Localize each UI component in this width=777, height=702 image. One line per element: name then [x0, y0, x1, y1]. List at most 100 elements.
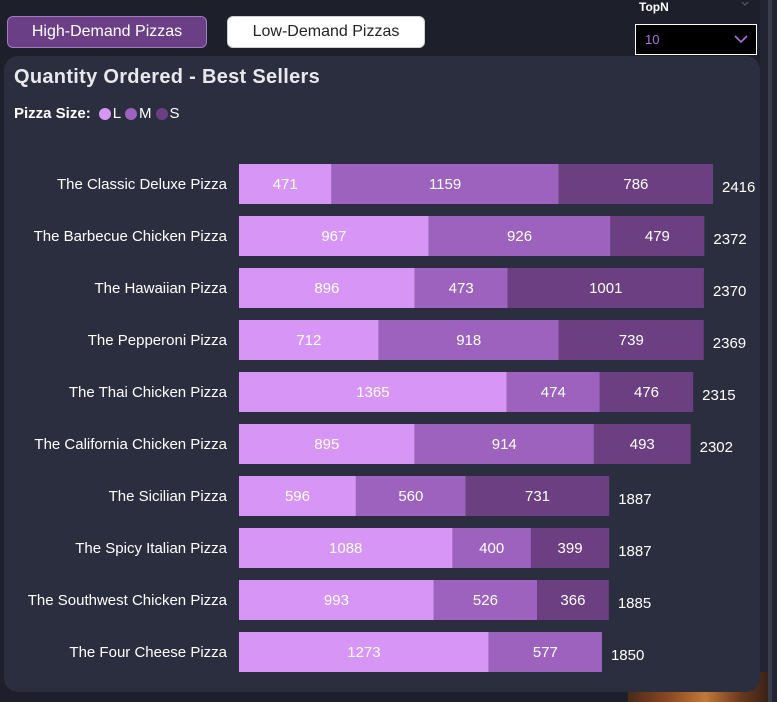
legend-dot-s	[155, 107, 168, 120]
data-label: 1001	[589, 280, 622, 297]
bar-segment-l	[239, 372, 507, 412]
bar-segment-l	[239, 164, 332, 204]
bar-segment-m	[452, 528, 531, 568]
legend-label-s: S	[169, 105, 180, 122]
bar-segment-l	[239, 268, 415, 308]
category-label: The Pepperoni Pizza	[88, 332, 228, 349]
category-label: The Thai Chicken Pizza	[69, 384, 228, 401]
legend-item-m[interactable]: M	[125, 105, 152, 122]
data-label: 731	[525, 488, 550, 505]
bar-segment-l	[239, 424, 415, 464]
data-label: 896	[314, 280, 339, 297]
high-demand-tab[interactable]: High-Demand Pizzas	[7, 16, 207, 48]
bar-segment-m	[378, 320, 559, 360]
legend: Pizza Size: L M S	[14, 105, 184, 122]
data-label: 596	[285, 488, 310, 505]
data-label: 366	[560, 592, 585, 609]
total-label: 1885	[618, 595, 651, 612]
total-label: 2416	[722, 179, 755, 196]
topn-dropdown[interactable]: 10	[635, 24, 757, 55]
legend-dot-l	[98, 107, 111, 120]
bar-segment-s	[558, 320, 704, 360]
bar-segment-l	[239, 476, 356, 516]
category-label: The Hawaiian Pizza	[94, 280, 227, 297]
total-label: 2370	[713, 283, 746, 300]
bar-segment-m	[414, 424, 594, 464]
bar-segment-s	[530, 528, 610, 568]
legend-item-s[interactable]: S	[155, 105, 180, 122]
bar-segment-l	[239, 580, 434, 620]
low-demand-tab[interactable]: Low-Demand Pizzas	[227, 16, 425, 48]
total-label: 1887	[618, 543, 651, 560]
data-label: 493	[630, 436, 655, 453]
data-label: 577	[533, 644, 558, 661]
total-label: 2372	[713, 231, 746, 248]
data-label: 993	[324, 592, 349, 609]
bar-segment-l	[239, 632, 489, 672]
data-label: 739	[619, 332, 644, 349]
bar-segment-s	[593, 424, 691, 464]
total-label: 2315	[702, 387, 735, 404]
data-label: 526	[473, 592, 498, 609]
data-label: 399	[558, 540, 583, 557]
scrollbar-thumb[interactable]	[768, 0, 772, 702]
bar-segment-s	[507, 268, 704, 308]
category-label: The Spicy Italian Pizza	[75, 540, 227, 557]
topn-label: TopN	[639, 0, 669, 14]
total-label: 2369	[713, 335, 746, 352]
legend-label-m: M	[139, 105, 152, 122]
bar-segment-m	[355, 476, 466, 516]
data-label: 926	[507, 228, 532, 245]
total-label: 2302	[700, 439, 733, 456]
data-label: 967	[321, 228, 346, 245]
bar-segment-m	[488, 632, 602, 672]
bar-segment-m	[506, 372, 600, 412]
data-label: 712	[296, 332, 321, 349]
data-label: 1365	[356, 384, 389, 401]
bar-segment-s	[610, 216, 705, 256]
chevron-down-icon	[734, 35, 748, 44]
topn-value: 10	[645, 32, 660, 47]
bar-segment-l	[239, 216, 429, 256]
legend-label-l: L	[112, 105, 122, 122]
total-label: 1887	[618, 491, 651, 508]
data-label: 479	[645, 228, 670, 245]
category-label: The Barbecue Chicken Pizza	[34, 228, 228, 245]
bar-segment-s	[599, 372, 694, 412]
data-label: 476	[634, 384, 659, 401]
data-label: 918	[456, 332, 481, 349]
scrollbar-track[interactable]	[760, 0, 777, 702]
bar-segment-s	[465, 476, 610, 516]
legend-item-l[interactable]: L	[98, 105, 122, 122]
category-label: The Sicilian Pizza	[109, 488, 228, 505]
data-label: 471	[273, 176, 298, 193]
data-label: 474	[541, 384, 566, 401]
data-label: 1273	[347, 644, 380, 661]
data-label: 914	[492, 436, 517, 453]
data-label: 1088	[329, 540, 362, 557]
bar-segment-m	[331, 164, 559, 204]
data-label: 560	[398, 488, 423, 505]
legend-dot-m	[125, 107, 138, 120]
data-label: 786	[623, 176, 648, 193]
bar-segment-l	[239, 320, 379, 360]
bar-segment-s	[537, 580, 609, 620]
bar-segment-m	[433, 580, 538, 620]
bar-segment-l	[239, 528, 453, 568]
bar-segment-s	[558, 164, 713, 204]
chart-title: Quantity Ordered - Best Sellers	[14, 66, 321, 88]
category-label: The Classic Deluxe Pizza	[57, 176, 228, 193]
category-label: The California Chicken Pizza	[34, 436, 227, 453]
topn-collapse-icon[interactable]	[741, 0, 749, 8]
bar-segment-m	[414, 268, 508, 308]
legend-title: Pizza Size:	[14, 105, 91, 122]
category-label: The Southwest Chicken Pizza	[28, 592, 228, 609]
data-label: 473	[449, 280, 474, 297]
data-label: 400	[479, 540, 504, 557]
total-label: 1850	[611, 647, 644, 664]
data-label: 895	[314, 436, 339, 453]
data-label: 1159	[429, 176, 461, 193]
category-label: The Four Cheese Pizza	[69, 644, 227, 661]
bar-segment-m	[428, 216, 611, 256]
